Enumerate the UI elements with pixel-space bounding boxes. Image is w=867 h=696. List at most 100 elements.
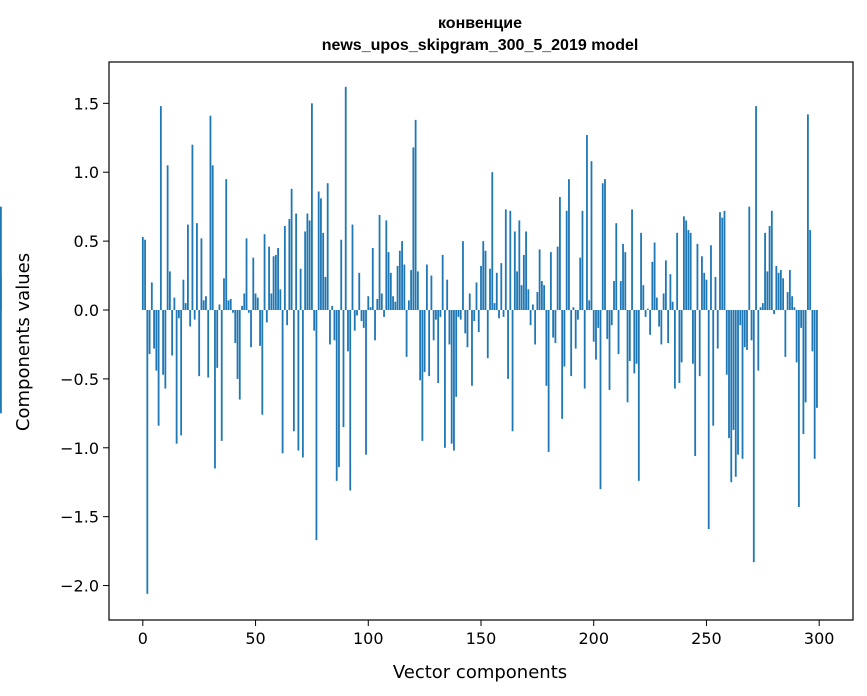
bar-181 — [549, 252, 552, 310]
bar-111 — [392, 296, 394, 310]
bar-149 — [477, 310, 480, 333]
bar-197 — [586, 135, 588, 310]
bar-97 — [360, 310, 363, 322]
bar-51 — [256, 297, 259, 310]
bar-25 — [198, 310, 201, 377]
bar-269 — [748, 206, 751, 310]
bar-109 — [387, 252, 390, 310]
bar-187 — [563, 310, 566, 367]
bar-33 — [216, 310, 219, 368]
bar-167 — [518, 220, 521, 310]
bar-136 — [448, 310, 451, 345]
bar-45 — [243, 293, 246, 310]
bar-74 — [308, 220, 311, 310]
bar-211 — [617, 310, 620, 355]
bar-226 — [651, 261, 654, 310]
bar-83 — [329, 310, 331, 345]
bar-20 — [187, 224, 189, 310]
bar-289 — [793, 307, 796, 310]
bar-95 — [356, 310, 358, 316]
bar-16 — [177, 310, 180, 319]
bar-98 — [362, 310, 365, 328]
bar-182 — [552, 310, 555, 338]
bar-18 — [182, 279, 185, 310]
bar-158 — [498, 310, 500, 319]
bar-256 — [719, 212, 721, 310]
bar-277 — [766, 271, 769, 310]
bar-87 — [338, 310, 340, 468]
bar-130 — [435, 310, 437, 320]
bar-44 — [241, 305, 243, 310]
bar-142 — [462, 241, 464, 310]
bar-24 — [196, 223, 198, 310]
bar-108 — [385, 220, 388, 310]
bar-294 — [804, 310, 807, 403]
bar-138 — [453, 310, 455, 451]
bar-265 — [739, 310, 742, 326]
bar-5 — [153, 310, 155, 349]
bar-214 — [624, 252, 627, 310]
bar-8 — [159, 106, 162, 310]
bar-63 — [283, 225, 286, 310]
bar-41 — [234, 310, 237, 344]
bar-40 — [232, 310, 234, 313]
bar-264 — [737, 310, 739, 455]
bar-36 — [223, 278, 225, 310]
bar-137 — [450, 310, 453, 444]
bar-71 — [301, 310, 304, 458]
bar-216 — [628, 310, 631, 361]
bar-9 — [162, 310, 165, 375]
bar-13 — [171, 310, 174, 356]
bar-282 — [777, 272, 780, 310]
bar-160 — [502, 310, 505, 317]
bar-173 — [531, 304, 534, 310]
bar-94 — [353, 310, 356, 331]
chart-subtitle: news_upos_skipgram_300_5_2019 model — [322, 37, 639, 54]
bar-6 — [155, 310, 158, 371]
bar-184 — [556, 246, 559, 310]
bar-225 — [649, 310, 651, 335]
bar-3 — [148, 310, 151, 355]
bar-105 — [378, 214, 381, 310]
bar-166 — [516, 271, 518, 310]
bar-104 — [376, 298, 379, 310]
bar-177 — [540, 281, 543, 310]
bar-246 — [696, 243, 699, 310]
bar-152 — [484, 250, 487, 310]
bar-93 — [351, 224, 354, 310]
bar-297 — [811, 310, 814, 352]
x-tick-label: 300 — [804, 629, 835, 648]
bar-30 — [209, 115, 212, 310]
bar-49 — [252, 257, 255, 310]
bar-163 — [509, 210, 512, 310]
bar-172 — [529, 310, 532, 326]
bar-155 — [491, 172, 494, 310]
bar-114 — [398, 250, 401, 310]
bar-29 — [207, 310, 210, 378]
bar-132 — [439, 310, 442, 317]
bar-17 — [180, 310, 183, 436]
bar-204 — [601, 183, 604, 310]
bar-266 — [741, 310, 744, 459]
bar-259 — [725, 310, 728, 375]
bar-107 — [383, 310, 385, 317]
bar-75 — [311, 103, 313, 310]
bar-112 — [394, 301, 397, 310]
bar-115 — [401, 241, 403, 310]
bar-223 — [644, 310, 647, 317]
bar-27 — [202, 300, 205, 310]
bar-76 — [313, 310, 316, 331]
bar-144 — [466, 310, 469, 348]
bar-281 — [775, 265, 778, 310]
bar-162 — [507, 310, 509, 379]
bar-1 — [144, 239, 146, 310]
bar-218 — [633, 310, 636, 374]
bar-224 — [646, 308, 649, 310]
bar-38 — [227, 300, 230, 310]
y-tick-label: −1.5 — [60, 508, 99, 527]
bar-73 — [306, 213, 309, 310]
bar-230 — [660, 310, 663, 345]
bar-212 — [619, 281, 622, 310]
bar-79 — [320, 198, 322, 310]
bar-288 — [791, 296, 794, 310]
